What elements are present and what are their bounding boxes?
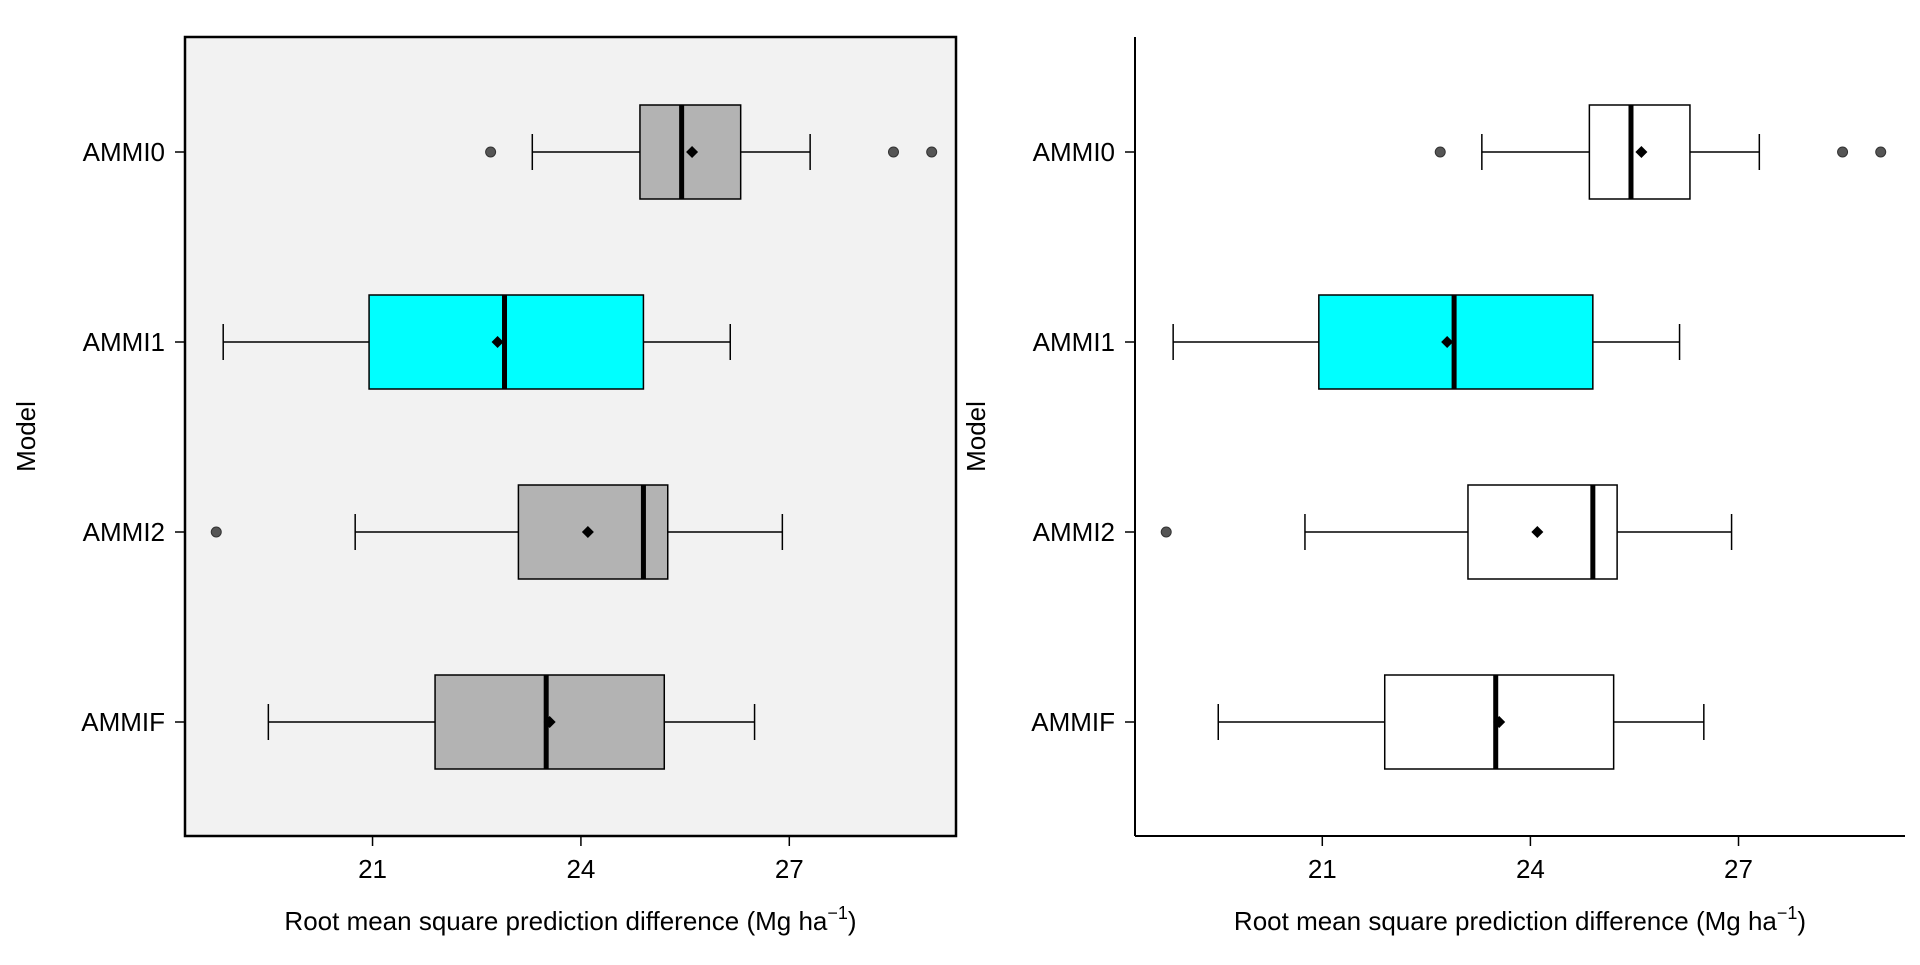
ammi0-outlier-0 bbox=[485, 146, 497, 158]
x-tick-label-24: 24 bbox=[566, 854, 595, 884]
ammif-y-tick-label: AMMIF bbox=[81, 707, 165, 737]
left-x-axis-label: Root mean square prediction difference (… bbox=[284, 903, 856, 936]
ammi2-mean-marker bbox=[581, 526, 594, 538]
ammi0-mean-marker bbox=[686, 146, 699, 158]
ammi0-box bbox=[1588, 104, 1691, 200]
right-y-axis-label: Model bbox=[961, 401, 991, 472]
ammi0-outlier-1 bbox=[887, 146, 899, 158]
ammi2-y-tick-label: AMMI2 bbox=[83, 517, 165, 547]
ammi0-y-tick-label: AMMI0 bbox=[1033, 137, 1115, 167]
ammi2-outlier-0 bbox=[210, 526, 222, 538]
right-y-axis-ticks: AMMI0 AMMI1 AMMI2 AMMIF bbox=[1031, 137, 1135, 737]
ammi2-mean-marker bbox=[1531, 526, 1544, 538]
ammi1-y-tick-label: AMMI1 bbox=[83, 327, 165, 357]
right-boxplot-marks bbox=[1160, 104, 1887, 770]
ammi1-mean-marker bbox=[1441, 336, 1454, 348]
ammi1-y-tick-label: AMMI1 bbox=[1033, 327, 1115, 357]
ammi0-mean-marker bbox=[1635, 146, 1648, 158]
ammif-box bbox=[434, 674, 666, 770]
ammif-mean-marker bbox=[543, 716, 556, 728]
x-tick-label-27: 27 bbox=[1724, 854, 1753, 884]
ammi0-outlier-0 bbox=[1434, 146, 1446, 158]
ammi0-y-tick-label: AMMI0 bbox=[83, 137, 165, 167]
ammif-y-tick-label: AMMIF bbox=[1031, 707, 1115, 737]
ammi0-outlier-2 bbox=[926, 146, 938, 158]
left-y-axis-ticks: AMMI0 AMMI1 AMMI2 AMMIF bbox=[81, 137, 185, 737]
ammi2-y-tick-label: AMMI2 bbox=[1033, 517, 1115, 547]
right-x-axis-label: Root mean square prediction difference (… bbox=[1234, 903, 1806, 936]
x-tick-label-21: 21 bbox=[1308, 854, 1337, 884]
left-panel: AMMI0 AMMI1 AMMI2 AMMIF 21 24 27 Model Root m… bbox=[11, 35, 958, 936]
ammif-mean-marker bbox=[1493, 716, 1506, 728]
right-panel: AMMI0 AMMI1 AMMI2 AMMIF 21 24 27 Model Root m… bbox=[961, 37, 1905, 936]
x-tick-label-24: 24 bbox=[1516, 854, 1545, 884]
left-boxplot-marks bbox=[210, 104, 938, 770]
x-tick-label-21: 21 bbox=[358, 854, 387, 884]
ammi0-outlier-2 bbox=[1875, 146, 1887, 158]
ammi1-mean-marker bbox=[491, 336, 504, 348]
left-x-axis-ticks: 21 24 27 bbox=[358, 836, 804, 884]
x-tick-label-27: 27 bbox=[775, 854, 804, 884]
ammi2-outlier-0 bbox=[1160, 526, 1172, 538]
right-x-axis-ticks: 21 24 27 bbox=[1308, 836, 1753, 884]
ammi0-outlier-1 bbox=[1837, 146, 1849, 158]
left-y-axis-label: Model bbox=[11, 401, 41, 472]
